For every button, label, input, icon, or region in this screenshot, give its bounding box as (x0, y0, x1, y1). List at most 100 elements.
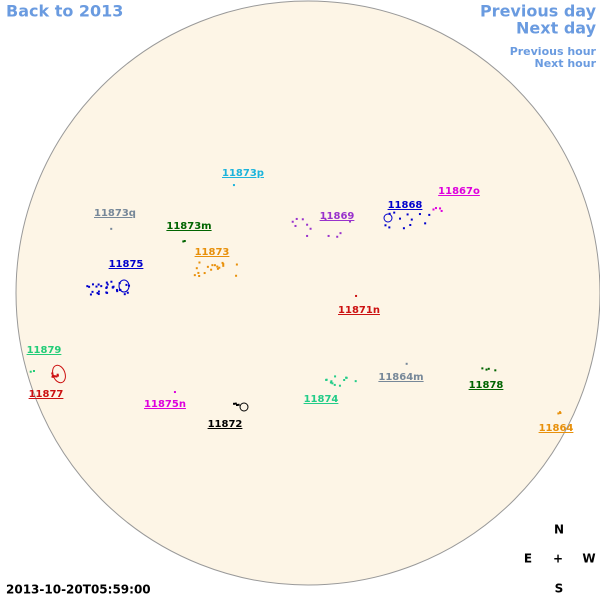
spot (333, 383, 336, 386)
spot (309, 227, 312, 230)
spot (232, 184, 235, 187)
region-label: 11878 (469, 380, 504, 391)
spot (91, 283, 94, 286)
spot (198, 274, 201, 277)
spot (106, 291, 109, 294)
spot (235, 274, 238, 277)
compass-w: W (582, 552, 595, 566)
spot (213, 264, 216, 267)
spot (405, 362, 408, 365)
spot (324, 218, 327, 221)
spot (216, 265, 219, 268)
previous-day-link[interactable]: Previous day (480, 2, 597, 21)
spot (123, 293, 126, 296)
region-label: 11864 (539, 423, 574, 434)
next-day-link[interactable]: Next day (516, 19, 597, 38)
compass-n: N (554, 523, 564, 537)
spot (198, 261, 201, 264)
region-label: 11864m (378, 372, 423, 383)
spot (432, 208, 435, 211)
spot (56, 373, 59, 376)
spot (29, 370, 32, 373)
spot (306, 234, 309, 237)
spot (97, 290, 100, 293)
spot (354, 380, 357, 383)
spot (182, 240, 185, 243)
spot (440, 209, 443, 212)
region-label: 11873q (94, 208, 136, 219)
next-hour-link[interactable]: Next hour (535, 57, 597, 70)
previous-hour-link[interactable]: Previous hour (510, 45, 597, 58)
spot (106, 283, 109, 286)
spot (218, 266, 221, 269)
spot (235, 263, 238, 266)
spot (173, 391, 176, 394)
spot (221, 261, 224, 264)
spot (193, 274, 196, 277)
spot (487, 367, 490, 370)
spot (110, 227, 113, 230)
region-label: 11877 (29, 389, 64, 400)
spot (485, 368, 488, 371)
region-label: 11874 (304, 394, 339, 405)
spot (338, 384, 341, 387)
spot (355, 294, 358, 297)
region-label: 11871n (338, 305, 380, 316)
timestamp: 2013-10-20T05:59:00 (6, 583, 151, 597)
spot (206, 265, 209, 268)
spot (222, 263, 225, 266)
spot (410, 218, 413, 221)
region-label: 11868 (388, 200, 423, 211)
spot (237, 403, 240, 406)
spot (197, 271, 200, 274)
spot (183, 240, 186, 243)
spot (329, 381, 332, 384)
spot (86, 285, 89, 288)
spot (334, 375, 337, 378)
spot (111, 286, 114, 289)
spot (125, 283, 128, 286)
spot (418, 213, 421, 216)
compass-s: S (555, 582, 564, 596)
region-label: 11873 (195, 247, 230, 258)
spot (195, 267, 198, 270)
spot (558, 411, 561, 414)
spot (126, 291, 129, 294)
back-link[interactable]: Back to 2013 (6, 2, 123, 21)
spot (494, 369, 497, 372)
spot-outline (383, 213, 393, 223)
spot (216, 267, 219, 270)
spot (327, 234, 330, 237)
spot (203, 272, 206, 275)
spot (295, 217, 298, 220)
region-label: 11875 (109, 259, 144, 270)
spot (439, 207, 442, 210)
spot (97, 293, 100, 296)
spot (96, 292, 99, 295)
spot (424, 222, 427, 225)
spot (343, 378, 346, 381)
spot (233, 402, 236, 405)
spot (53, 375, 56, 378)
spot (330, 380, 333, 383)
spot (345, 376, 348, 379)
spot (349, 220, 352, 223)
spot (210, 268, 213, 271)
spot (116, 290, 119, 293)
spot (406, 213, 409, 216)
compass-e: E (524, 552, 532, 566)
spot (331, 382, 334, 385)
spot (88, 285, 91, 288)
spot (402, 227, 405, 230)
spot (236, 404, 239, 407)
region-label: 11879 (27, 345, 62, 356)
region-label: 11867o (438, 186, 480, 197)
spot (32, 369, 35, 372)
spot (211, 264, 214, 267)
spot (434, 207, 437, 210)
spot (91, 290, 94, 293)
spot (336, 235, 339, 238)
spot (105, 286, 108, 289)
